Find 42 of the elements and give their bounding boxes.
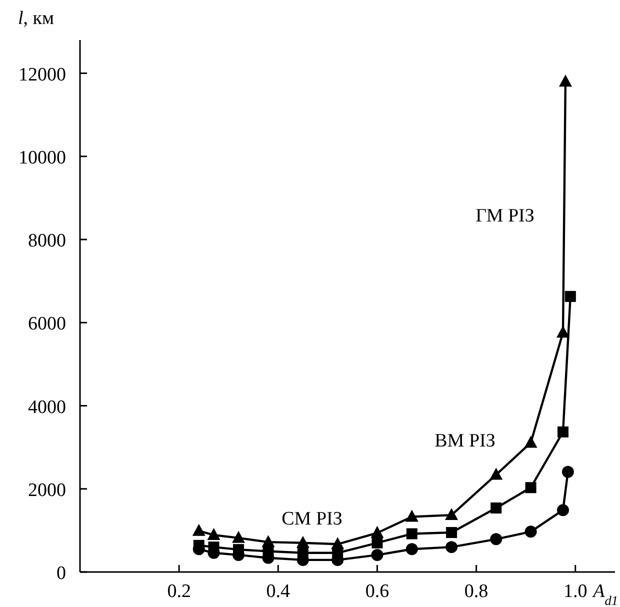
x-axis-title: A$_{d1}$ — [591, 581, 618, 607]
point — [556, 326, 570, 338]
point — [557, 426, 568, 438]
annotation: ГМ РІЗ — [476, 205, 534, 226]
x-tick-label: 1.0 — [563, 581, 588, 602]
point — [406, 543, 418, 556]
point — [370, 526, 384, 538]
y-tick-label: 0 — [56, 563, 66, 584]
point — [446, 541, 458, 554]
point — [490, 533, 502, 546]
point — [490, 502, 502, 514]
y-tick-label: 2000 — [28, 480, 66, 501]
x-tick-label: 0.4 — [266, 581, 291, 602]
point — [207, 528, 220, 540]
point — [558, 74, 572, 87]
y-axis-title: l, км — [18, 8, 54, 29]
point — [446, 527, 458, 538]
point — [562, 466, 574, 478]
annotation: СМ РІЗ — [282, 508, 342, 530]
x-tick-label: 0.6 — [365, 581, 390, 602]
point — [490, 468, 503, 480]
point — [406, 528, 418, 540]
y-tick-label: 4000 — [28, 396, 66, 418]
point — [371, 548, 384, 561]
point — [524, 436, 538, 448]
y-tick-label: 8000 — [28, 230, 66, 252]
x-tick-label: 0.8 — [464, 581, 488, 602]
point — [525, 482, 536, 494]
point — [564, 290, 576, 302]
y-tick-label: 10000 — [18, 147, 66, 168]
point — [296, 536, 310, 548]
point — [445, 508, 458, 520]
y-tick-label: 6000 — [28, 314, 66, 335]
x-tick-label: 0.2 — [167, 581, 191, 602]
point — [372, 537, 383, 548]
point — [524, 526, 537, 538]
point — [556, 504, 569, 516]
annotation: ВМ РІЗ — [434, 430, 496, 452]
point — [192, 524, 206, 536]
y-tick-label: 12000 — [18, 64, 66, 86]
point — [232, 530, 246, 543]
point — [405, 510, 418, 522]
